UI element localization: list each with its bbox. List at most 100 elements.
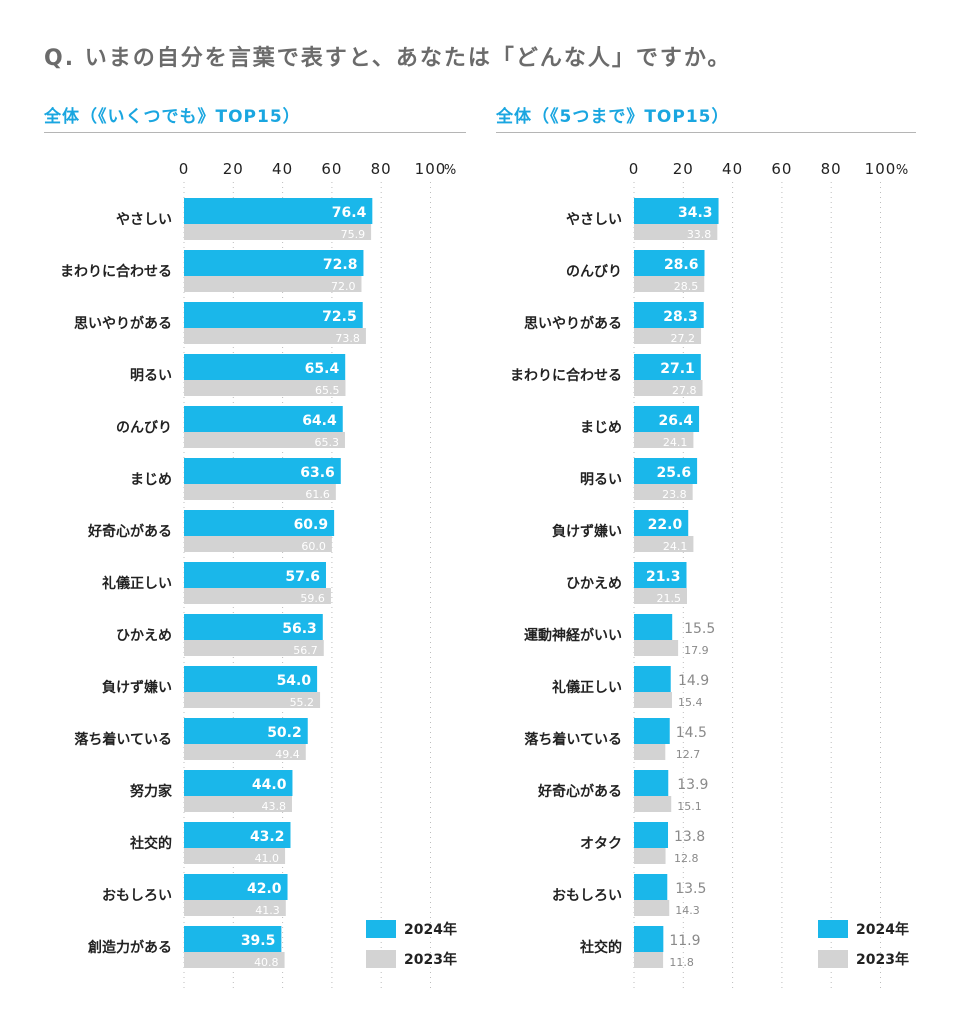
data-label-2024: 56.3 [282,621,317,637]
bar-2024 [184,666,318,692]
bar-2024 [184,302,363,328]
category-label: 思いやりがある [74,315,172,332]
data-label-2024: 26.4 [659,413,694,429]
category-label: 明るい [130,368,172,384]
bar-2024 [634,510,689,536]
data-label-2023: 15.1 [677,800,702,813]
category-label: 礼儀正しい [102,575,172,592]
category-label: 運動神経がいい [524,627,622,644]
data-label-2023: 14.3 [675,904,700,917]
bar-2024 [184,458,341,484]
bar-2023 [634,900,670,916]
data-label-2023: 65.3 [314,436,339,449]
category-label: 好奇心がある [537,783,622,800]
category-label: まじめ [130,472,172,488]
data-label-2023: 27.8 [672,384,697,397]
bar-2023 [184,536,332,552]
data-label-2024: 22.0 [648,517,683,533]
x-tick-label: 60 [321,160,342,178]
data-label-2024: 14.5 [676,725,707,741]
category-label: おもしろい [552,888,622,904]
legend-swatch-2024 [366,920,396,938]
data-label-2024: 28.6 [664,257,699,273]
data-label-2024: 14.9 [678,673,709,689]
x-tick-label: 20 [223,160,244,178]
bar-2023 [634,848,666,864]
bar-2023 [634,692,672,708]
x-unit-label: % [896,163,908,178]
category-label: おもしろい [102,888,172,904]
category-label: まじめ [580,420,622,436]
category-label: やさしい [566,212,622,228]
category-label: ひかえめ [116,628,172,644]
category-label: 創造力がある [87,939,172,956]
category-label: まわりに合わせる [510,367,622,384]
category-label: まわりに合わせる [60,263,172,280]
bar-2023 [634,536,694,552]
bar-2023 [184,692,321,708]
bar-2024 [184,354,346,380]
data-label-2023: 23.8 [662,488,687,501]
data-label-2024: 54.0 [277,673,312,689]
x-tick-label: 80 [371,160,392,178]
bar-2023 [634,380,703,396]
left-panel-rule [44,132,466,133]
bar-2023 [184,848,286,864]
data-label-2023: 40.8 [254,956,279,969]
bar-2024 [634,874,668,900]
bar-2023 [184,224,372,240]
category-label: 負けず嫌い [102,679,172,696]
category-label: 社交的 [129,835,172,852]
category-label: 思いやりがある [524,315,622,332]
bar-2023 [634,484,693,500]
bar-2024 [634,562,687,588]
bar-2024 [184,510,335,536]
bar-2024 [634,354,701,380]
bar-2024 [634,718,670,744]
data-label-2024: 64.4 [302,413,337,429]
left-legend-2023: 2023年 [366,949,457,969]
data-label-2024: 42.0 [247,881,282,897]
right-legend-2024: 2024年 [818,919,909,939]
bar-2023 [634,952,664,968]
data-label-2023: 24.1 [663,436,688,449]
x-tick-label: 20 [673,160,694,178]
data-label-2024: 57.6 [285,569,320,585]
bar-2023 [184,588,331,604]
data-label-2024: 44.0 [252,777,287,793]
data-label-2023: 41.0 [255,852,280,865]
data-label-2023: 24.1 [663,540,688,553]
category-label: 社交的 [579,939,622,956]
data-label-2024: 13.9 [677,777,708,793]
right-panel-title: 全体（《5つまで》TOP15） [496,107,730,127]
bar-2024 [634,926,664,952]
right-panel-rule [496,132,916,133]
bar-2023 [184,900,286,916]
data-label-2023: 59.6 [300,592,325,605]
legend-label-2023: 2023年 [856,952,909,968]
data-label-2023: 15.4 [678,696,703,709]
data-label-2023: 55.2 [290,696,315,709]
bar-2023 [634,224,718,240]
data-label-2023: 21.5 [656,592,681,605]
category-label: 礼儀正しい [552,679,622,696]
bar-2023 [184,796,292,812]
bar-2023 [634,640,679,656]
x-tick-label: 40 [272,160,293,178]
bar-2024 [634,666,671,692]
data-label-2024: 72.5 [322,309,357,325]
bar-2024 [184,562,326,588]
category-label: やさしい [116,212,172,228]
bar-2024 [634,302,704,328]
data-label-2023: 12.7 [676,748,701,761]
data-label-2023: 41.3 [255,904,280,917]
category-label: 努力家 [130,783,173,800]
bar-2023 [184,640,324,656]
bar-2024 [634,198,719,224]
data-label-2024: 27.1 [660,361,695,377]
bar-2024 [184,770,293,796]
category-label: 落ち着いている [74,731,172,748]
legend-swatch-2024 [818,920,848,938]
data-label-2023: 56.7 [293,644,318,657]
bar-2023 [634,432,694,448]
